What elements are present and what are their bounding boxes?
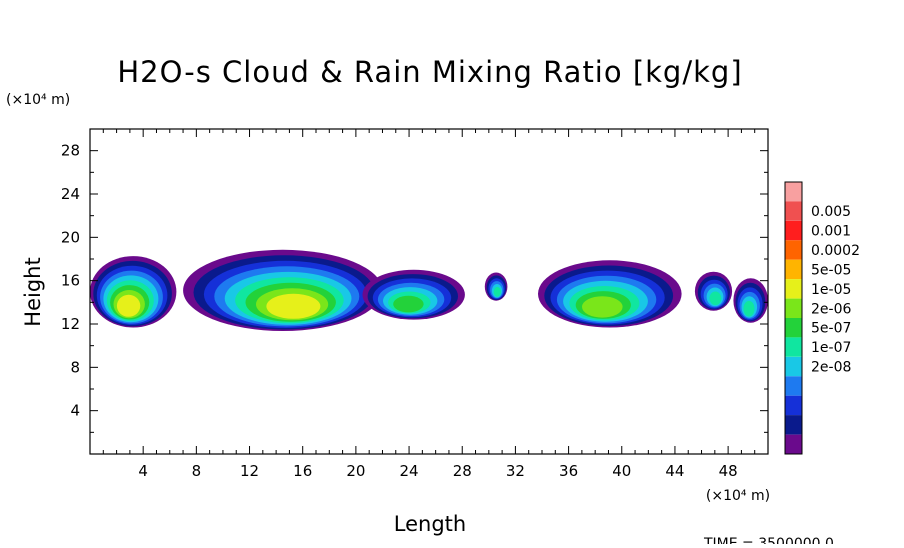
x-tick-label: 36 (559, 462, 578, 480)
contour-level (709, 291, 722, 306)
legend-label: 0.0002 (811, 243, 860, 259)
cloud-region (733, 278, 768, 323)
x-axis-label: Length (394, 512, 466, 536)
legend-label: 0.005 (811, 204, 851, 220)
legend-swatch (785, 376, 802, 396)
time-label: TIME = 3500000.0 (703, 536, 834, 544)
legend-swatch (785, 337, 802, 357)
cloud-region (90, 256, 177, 328)
y-tick-label: 4 (70, 402, 80, 420)
legend-label: 1e-05 (811, 282, 851, 298)
y-tick-label: 12 (61, 315, 80, 333)
x-tick-label: 24 (400, 462, 419, 480)
x-tick-label: 20 (346, 462, 365, 480)
cloud-region (694, 271, 733, 311)
cloud-region (362, 269, 465, 320)
plot-area (90, 249, 768, 331)
x-tick-label: 44 (665, 462, 684, 480)
legend-swatch (785, 318, 802, 338)
y-tick-label: 20 (61, 228, 80, 246)
x-tick-label: 8 (192, 462, 202, 480)
legend-swatch (785, 259, 802, 280)
contour-level (393, 295, 424, 313)
y-axis-unit: (×10⁴ m) (6, 92, 70, 108)
x-tick-label: 16 (293, 462, 312, 480)
contour-level (582, 296, 623, 318)
legend-swatch (785, 279, 802, 299)
legend-swatch (785, 395, 802, 416)
contour-level (493, 286, 501, 297)
x-tick-label: 40 (612, 462, 631, 480)
chart-title: H2O-s Cloud & Rain Mixing Ratio [kg/kg] (117, 55, 742, 89)
plot-frame (89, 128, 769, 455)
contour-level (116, 294, 141, 317)
y-tick-label: 24 (61, 185, 80, 203)
x-tick-label: 32 (506, 462, 525, 480)
legend-swatch (785, 415, 802, 435)
legend-swatch (785, 182, 802, 202)
legend-label: 5e-07 (811, 321, 851, 337)
legend-swatch (785, 220, 802, 241)
x-tick-label: 48 (719, 462, 738, 480)
legend-label: 5e-05 (811, 262, 851, 278)
y-axis-label: Height (21, 257, 45, 326)
legend-swatch (785, 240, 802, 260)
y-tick-label: 28 (61, 142, 80, 160)
x-tick-label: 4 (138, 462, 148, 480)
legend-label: 0.001 (811, 224, 851, 240)
legend-label: 2e-08 (811, 360, 851, 376)
legend-frame (784, 181, 803, 455)
legend-swatch (785, 298, 802, 318)
x-tick-label: 12 (240, 462, 259, 480)
legend-label: 2e-06 (811, 301, 851, 317)
legend-swatch (785, 201, 802, 221)
legend-label: 1e-07 (811, 340, 851, 356)
cloud-region (484, 272, 508, 301)
legend-swatch (785, 434, 802, 454)
legend-swatch (785, 356, 802, 377)
y-tick-label: 16 (61, 272, 80, 290)
y-tick-label: 8 (70, 358, 80, 376)
contour-level (266, 293, 321, 319)
contour-level (743, 300, 755, 317)
cloud-region (183, 249, 383, 331)
x-tick-label: 28 (453, 462, 472, 480)
x-axis-unit: (×10⁴ m) (706, 488, 770, 504)
legend: 0.005 0.001 0.0002 5e-05 1e-05 2e-06 5e-07 1e-0… (784, 181, 860, 455)
cloud-region (538, 260, 682, 328)
